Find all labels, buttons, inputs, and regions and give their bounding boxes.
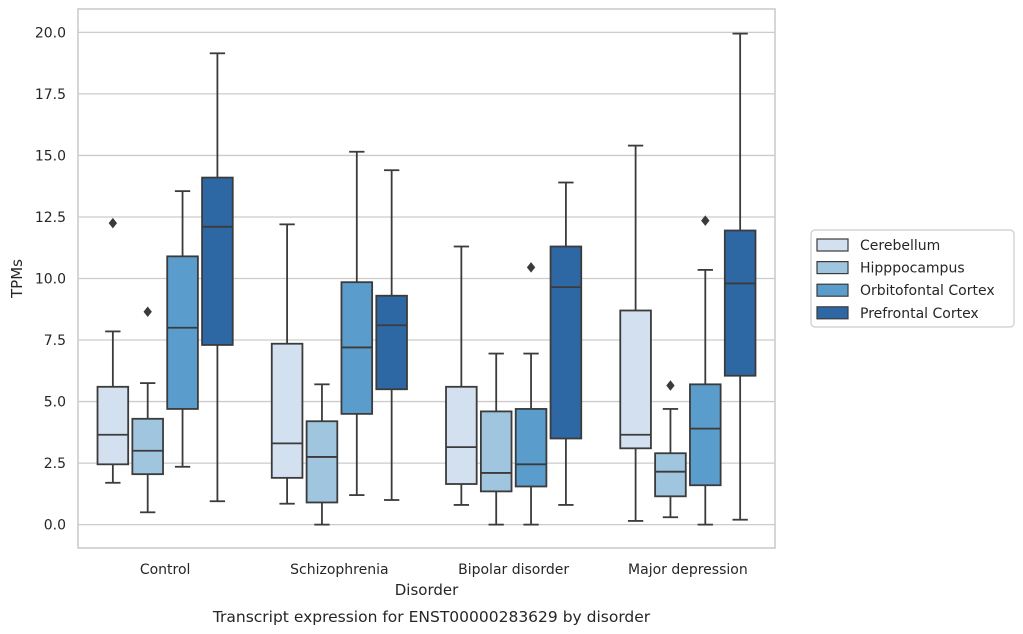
box-iqr (131, 417, 164, 476)
legend-swatch (816, 261, 849, 275)
y-tick-label: 10.0 (35, 272, 66, 288)
box-control-orbitofontal-cortex (166, 190, 199, 468)
legend-swatch (816, 306, 849, 320)
legend-label: Prefrontal Cortex (860, 306, 979, 322)
box-major-depression-hipppocampus (654, 380, 687, 519)
y-tick-label: 12.5 (35, 210, 66, 226)
x-axis-label: Disorder (395, 581, 459, 599)
legend-swatch (816, 283, 849, 297)
box-iqr (619, 309, 652, 450)
outlier-point (526, 262, 536, 273)
box-schizophrenia-cerebellum (270, 223, 304, 505)
box-iqr (375, 294, 408, 391)
box-iqr (445, 385, 478, 485)
box-iqr (723, 229, 757, 377)
box-control-hipppocampus (131, 306, 164, 514)
y-tick-label: 2.5 (44, 456, 66, 472)
y-tick-label: 15.0 (35, 148, 66, 164)
box-iqr (514, 408, 548, 488)
box-iqr (305, 420, 339, 504)
legend: Cerebellum Hipppocampus Orbitofontal Corte… (810, 229, 1015, 328)
outlier-point (701, 215, 710, 226)
y-axis-label: TPMs (8, 259, 26, 299)
box-bipolar-disorder-hipppocampus (479, 352, 513, 526)
box-iqr (270, 342, 304, 479)
box-schizophrenia-hipppocampus (305, 383, 339, 526)
y-tick-label: 20.0 (35, 25, 66, 41)
box-iqr (166, 255, 199, 410)
legend-item: Hipppocampus (816, 261, 965, 277)
box-schizophrenia-orbitofontal-cortex (340, 150, 374, 496)
outlier-point (108, 217, 118, 229)
legend-item: Cerebellum (816, 238, 940, 254)
legend-label: Orbitofontal Cortex (860, 283, 995, 299)
legend-item: Prefrontal Cortex (816, 306, 979, 322)
legend-label: Hipppocampus (860, 261, 965, 277)
box-control-prefrontal-cortex (201, 52, 234, 503)
box-iqr (96, 385, 130, 466)
outlier-point (143, 306, 152, 317)
box-bipolar-disorder-orbitofontal-cortex (514, 262, 548, 526)
y-tick-label: 7.5 (44, 333, 66, 349)
box-major-depression-orbitofontal-cortex (689, 215, 722, 526)
x-tick-label: Bipolar disorder (458, 562, 569, 578)
box-iqr (201, 176, 234, 346)
legend-label: Cerebellum (860, 238, 940, 254)
box-bipolar-disorder-cerebellum (445, 245, 478, 506)
box-iqr (479, 410, 513, 493)
outlier-point (666, 380, 675, 391)
boxes (96, 32, 757, 526)
box-iqr (689, 383, 722, 487)
y-tick-label: 17.5 (35, 87, 66, 103)
x-tick-label: Schizophrenia (290, 562, 388, 578)
x-axis-ticks: Control Schizophrenia Bipolar disorder Majo… (140, 562, 748, 578)
box-control-cerebellum (96, 217, 130, 484)
y-tick-label: 5.0 (44, 395, 66, 411)
y-axis-ticks: 0.0 2.5 5.0 7.5 10.0 12.5 15.0 17.5 20.0 (35, 25, 66, 533)
box-major-depression-prefrontal-cortex (723, 32, 757, 521)
x-tick-label: Major depression (628, 562, 748, 578)
legend-swatch (816, 238, 849, 252)
box-iqr (549, 245, 583, 440)
x-tick-label: Control (140, 562, 191, 578)
legend-frame (810, 229, 1015, 328)
box-iqr (654, 452, 687, 498)
box-bipolar-disorder-prefrontal-cortex (549, 181, 583, 506)
box-schizophrenia-prefrontal-cortex (375, 169, 408, 501)
plot-frame (77, 8, 776, 549)
y-tick-label: 0.0 (44, 518, 66, 534)
box-major-depression-cerebellum (619, 144, 652, 522)
legend-item: Orbitofontal Cortex (816, 283, 995, 299)
chart-caption: Transcript expression for ENST0000028362… (212, 608, 651, 626)
